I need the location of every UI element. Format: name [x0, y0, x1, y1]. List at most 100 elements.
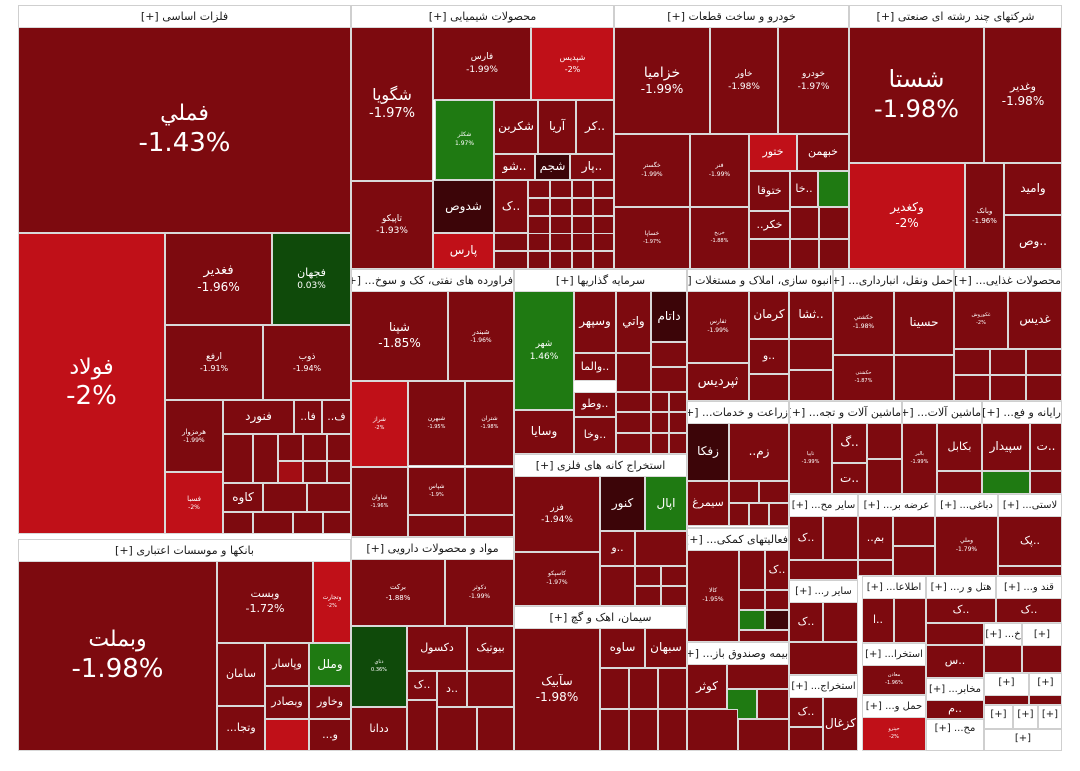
treemap-tile[interactable]: بم..: [858, 516, 893, 560]
sector-header[interactable]: سیمان، اهک و گچ [+]: [515, 607, 686, 629]
treemap-tile[interactable]: زم..: [729, 423, 789, 481]
treemap-tile[interactable]: ..ثشا: [789, 291, 833, 339]
treemap-tile[interactable]: ..ک: [407, 671, 437, 700]
treemap-tile[interactable]: سپيدار: [982, 423, 1030, 471]
treemap-tile[interactable]: [658, 668, 687, 709]
treemap-tile[interactable]: فسبا -2%: [165, 472, 223, 534]
treemap-tile[interactable]: ..د: [437, 671, 467, 707]
treemap-tile[interactable]: [894, 598, 926, 643]
treemap-tile[interactable]: [739, 610, 765, 630]
treemap-tile[interactable]: [572, 251, 593, 269]
treemap-tile[interactable]: شکلر 1.97%: [435, 100, 494, 180]
treemap-tile[interactable]: [465, 515, 514, 537]
treemap-tile[interactable]: [593, 180, 614, 198]
treemap-tile[interactable]: ..ک: [789, 697, 823, 727]
sector-header[interactable]: استخراج... [+]: [790, 676, 857, 698]
treemap-tile[interactable]: [669, 392, 687, 412]
treemap-tile[interactable]: ساوه: [600, 628, 645, 668]
treemap-tile[interactable]: شاوان -1.96%: [351, 467, 408, 537]
treemap-tile[interactable]: [303, 461, 327, 483]
treemap-tile[interactable]: [819, 239, 849, 269]
treemap-tile[interactable]: [408, 515, 465, 537]
treemap-tile[interactable]: [789, 560, 858, 580]
treemap-tile[interactable]: غكوروش -2%: [954, 291, 1008, 349]
sector-header[interactable]: سرمایه گذاریها [+]: [515, 270, 686, 292]
sector-header[interactable]: حمل و... [+]: [863, 696, 925, 718]
treemap-tile[interactable]: فنر -1.99%: [690, 134, 749, 207]
treemap-tile[interactable]: [593, 233, 614, 251]
treemap-tile[interactable]: فولاد -2%: [18, 233, 165, 534]
treemap-tile[interactable]: [528, 251, 550, 269]
treemap-tile[interactable]: ثپرديس: [687, 363, 749, 401]
treemap-tile[interactable]: [998, 566, 1062, 576]
treemap-tile[interactable]: [867, 459, 902, 494]
treemap-tile[interactable]: ..ک: [789, 516, 823, 560]
treemap-tile[interactable]: ختوقا: [749, 171, 790, 211]
treemap-tile[interactable]: [593, 216, 614, 234]
treemap-tile[interactable]: ذوب -1.94%: [263, 325, 351, 400]
treemap-tile[interactable]: سآبيک -1.98%: [514, 628, 600, 751]
treemap-tile[interactable]: [550, 216, 572, 234]
sector-header[interactable]: استخراج کانه های فلزی [+]: [515, 455, 686, 477]
treemap-tile[interactable]: [789, 727, 823, 751]
treemap-tile[interactable]: [858, 560, 893, 576]
treemap-tile[interactable]: واميد: [1004, 163, 1062, 215]
treemap-tile[interactable]: [616, 412, 651, 433]
treemap-tile[interactable]: [984, 695, 1029, 705]
treemap-tile[interactable]: خبهمن: [797, 134, 849, 171]
treemap-tile[interactable]: وملي -1.79%: [935, 516, 998, 576]
treemap-tile[interactable]: [954, 349, 990, 375]
treemap-tile[interactable]: [494, 233, 528, 251]
treemap-tile[interactable]: كوثر: [687, 664, 727, 709]
treemap-tile[interactable]: [1022, 645, 1062, 673]
treemap-tile[interactable]: وبست -1.72%: [217, 561, 313, 643]
treemap-tile[interactable]: [984, 645, 1022, 673]
treemap-tile[interactable]: حپترو -2%: [862, 717, 926, 751]
treemap-tile[interactable]: ..و: [600, 531, 635, 566]
sector-header[interactable]: اطلاعا... [+]: [863, 577, 925, 599]
treemap-tile[interactable]: شستا -1.98%: [849, 27, 984, 163]
treemap-tile[interactable]: [789, 370, 833, 401]
sector-header[interactable]: زراعت و خدمات... [+]: [688, 402, 788, 424]
sector-header[interactable]: لاستی... [+]: [999, 495, 1061, 517]
treemap-tile[interactable]: [669, 433, 687, 454]
treemap-tile[interactable]: [789, 642, 858, 675]
sector-header[interactable]: [+]: [1030, 674, 1061, 692]
treemap-tile[interactable]: [651, 392, 669, 412]
treemap-tile[interactable]: ..ک: [996, 598, 1062, 623]
treemap-tile[interactable]: [765, 590, 789, 610]
treemap-tile[interactable]: وسايا: [514, 410, 574, 454]
sector-header[interactable]: مح... [+]: [927, 720, 983, 738]
treemap-tile[interactable]: ارفع -1.91%: [165, 325, 263, 400]
treemap-tile[interactable]: [819, 207, 849, 239]
treemap-tile[interactable]: [265, 719, 309, 751]
treemap-tile[interactable]: [572, 180, 593, 198]
treemap-tile[interactable]: شجم: [535, 154, 570, 180]
treemap-tile[interactable]: ..ک: [789, 602, 823, 642]
treemap-tile[interactable]: [823, 602, 858, 642]
treemap-tile[interactable]: [635, 531, 687, 566]
treemap-tile[interactable]: تاپیکو -1.93%: [351, 181, 433, 269]
treemap-tile[interactable]: وخاور: [309, 686, 351, 719]
treemap-tile[interactable]: ..م: [926, 700, 984, 719]
treemap-tile[interactable]: فجهان 0.03%: [272, 233, 351, 325]
sector-header[interactable]: انبوه سازی، املاک و مستغلات [+]: [688, 270, 832, 292]
treemap-tile[interactable]: وتجا...: [217, 706, 265, 751]
treemap-tile[interactable]: [629, 709, 658, 751]
treemap-tile[interactable]: [465, 467, 514, 515]
treemap-tile[interactable]: [823, 516, 858, 560]
treemap-tile[interactable]: ..والما: [574, 353, 616, 381]
treemap-tile[interactable]: [789, 339, 833, 370]
treemap-tile[interactable]: [990, 375, 1026, 401]
treemap-tile[interactable]: [223, 434, 253, 483]
treemap-tile[interactable]: [600, 566, 635, 606]
treemap-tile[interactable]: وكغدير -2%: [849, 163, 965, 269]
treemap-tile[interactable]: وتجارت -2%: [313, 561, 351, 643]
treemap-tile[interactable]: شراز -2%: [351, 381, 408, 467]
treemap-tile[interactable]: حكشتي -1.98%: [833, 291, 894, 355]
treemap-tile[interactable]: شبهرن -1.95%: [408, 381, 465, 466]
treemap-tile[interactable]: ..ک: [494, 180, 528, 233]
sector-header[interactable]: ماشین آلات و تجه... [+]: [790, 402, 901, 424]
treemap-tile[interactable]: وملل: [309, 643, 351, 686]
treemap-tile[interactable]: [494, 251, 528, 269]
